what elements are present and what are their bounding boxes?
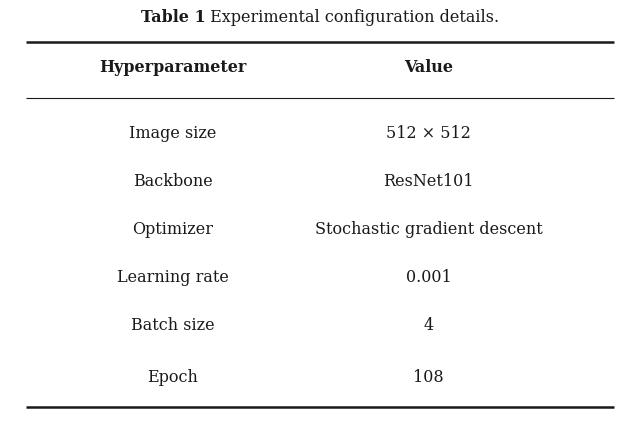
Text: Backbone: Backbone xyxy=(133,173,212,189)
Text: 512 × 512: 512 × 512 xyxy=(387,125,471,141)
Text: 108: 108 xyxy=(413,370,444,386)
Text: Batch size: Batch size xyxy=(131,317,214,333)
Text: Value: Value xyxy=(404,59,453,77)
Text: Stochastic gradient descent: Stochastic gradient descent xyxy=(315,221,543,237)
Text: Experimental configuration details.: Experimental configuration details. xyxy=(205,10,499,27)
Text: Learning rate: Learning rate xyxy=(117,269,228,285)
Text: Image size: Image size xyxy=(129,125,216,141)
Text: 4: 4 xyxy=(424,317,434,333)
Text: 0.001: 0.001 xyxy=(406,269,452,285)
Text: Optimizer: Optimizer xyxy=(132,221,213,237)
Text: Hyperparameter: Hyperparameter xyxy=(99,59,246,77)
Text: Epoch: Epoch xyxy=(147,370,198,386)
Text: ResNet101: ResNet101 xyxy=(383,173,474,189)
Text: Table 1: Table 1 xyxy=(141,10,205,27)
